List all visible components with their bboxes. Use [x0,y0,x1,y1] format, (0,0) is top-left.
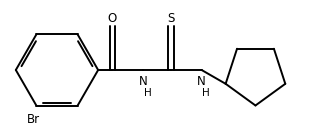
Text: S: S [167,12,175,25]
Text: O: O [108,12,117,25]
Text: N: N [139,75,148,88]
Text: N: N [197,75,206,88]
Text: H: H [144,88,152,98]
Text: Br: Br [27,113,40,125]
Text: H: H [202,88,210,98]
